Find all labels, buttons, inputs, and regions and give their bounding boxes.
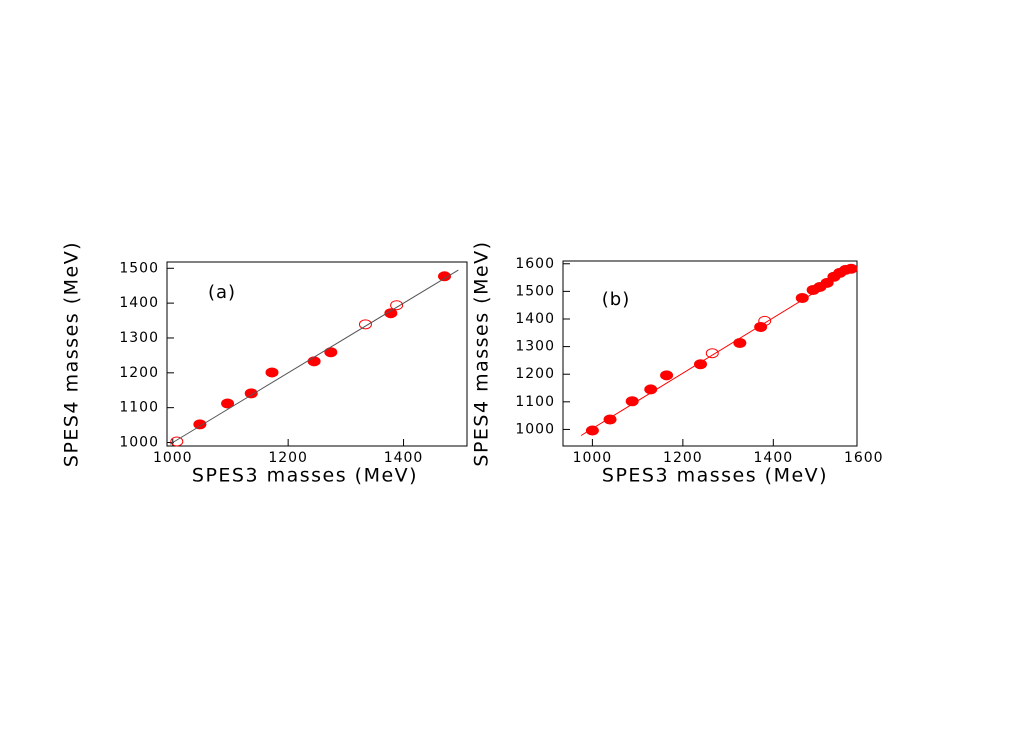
open-point — [390, 300, 404, 311]
filled-point — [307, 356, 321, 367]
y-axis-title: SPES4 masses (MeV) — [61, 241, 83, 467]
y-tick-label: 1100 — [119, 400, 159, 416]
filled-point — [193, 419, 207, 430]
x-tick-label: 1200 — [663, 450, 703, 466]
y-tick-label: 1200 — [119, 365, 159, 381]
x-tick-label: 1400 — [384, 450, 424, 466]
y-axis-title: SPES4 masses (MeV) — [471, 240, 493, 466]
plot-frame — [562, 260, 858, 447]
filled-point — [384, 308, 398, 319]
panel-label: (b) — [602, 289, 630, 310]
filled-point — [324, 347, 338, 358]
x-axis-title: SPES3 masses (MeV) — [192, 465, 418, 487]
x-tick-label: 1600 — [844, 450, 884, 466]
open-point — [758, 315, 772, 326]
y-tick-label: 1400 — [119, 295, 159, 311]
y-tick-label: 1300 — [119, 330, 159, 346]
y-tick-label: 1400 — [515, 311, 555, 327]
filled-point — [221, 398, 235, 409]
open-point — [358, 319, 372, 330]
filled-point — [660, 370, 674, 381]
y-tick-label: 1000 — [119, 435, 159, 451]
x-tick-label: 1000 — [573, 450, 613, 466]
open-point — [170, 436, 184, 447]
panel-label: (a) — [208, 282, 236, 303]
y-tick-label: 1100 — [515, 394, 555, 410]
fit-line — [580, 268, 853, 436]
y-tick-label: 1500 — [119, 260, 159, 276]
filled-point — [694, 359, 708, 370]
filled-point — [585, 425, 599, 436]
plot-frame — [166, 261, 468, 447]
filled-point — [625, 396, 639, 407]
x-tick-label: 1400 — [754, 450, 794, 466]
y-tick-label: 1600 — [515, 256, 555, 272]
filled-point — [265, 367, 279, 378]
y-tick-label: 1000 — [515, 421, 555, 437]
x-tick-label: 1000 — [153, 450, 193, 466]
filled-point — [733, 338, 747, 349]
filled-point — [438, 271, 451, 282]
filled-point — [244, 388, 258, 399]
y-tick-label: 1300 — [515, 339, 555, 355]
fit-line — [169, 269, 459, 445]
open-point — [705, 348, 719, 359]
x-tick-label: 1200 — [268, 450, 308, 466]
y-tick-label: 1500 — [515, 283, 555, 299]
filled-point — [754, 321, 768, 332]
filled-point — [795, 293, 809, 303]
y-tick-label: 1200 — [515, 366, 555, 382]
filled-point — [603, 414, 617, 425]
filled-point — [844, 263, 858, 274]
x-axis-title: SPES3 masses (MeV) — [602, 465, 828, 487]
